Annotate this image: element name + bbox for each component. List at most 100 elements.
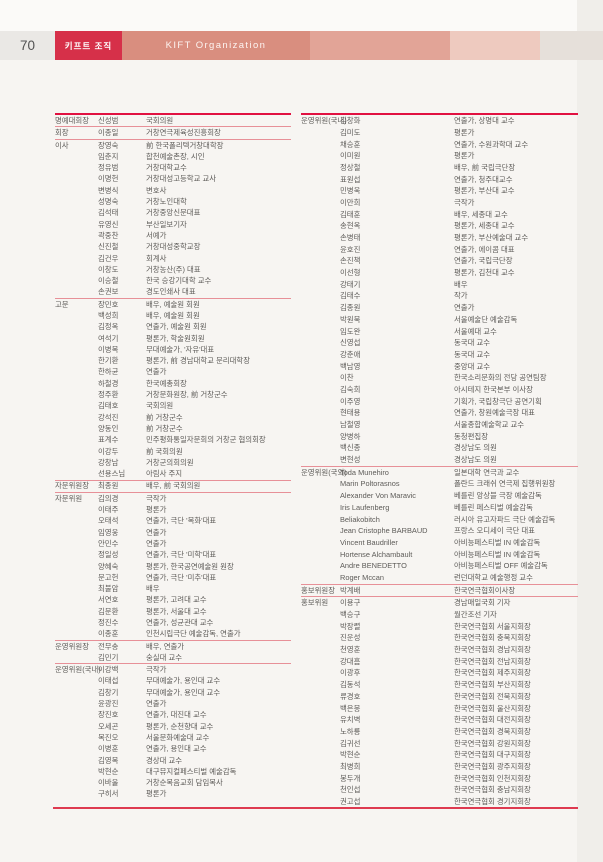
title-cell: 한국소리문화의 전당 공연팀장	[454, 373, 547, 383]
name-cell: 이용구	[340, 598, 361, 608]
table-row: 표계수 민주평화통일자문회의 거창군 협의회장	[55, 434, 291, 445]
table-row: 손권보 경도인쇄사 대표	[55, 286, 291, 297]
title-cell: 아림사 주지	[146, 469, 183, 479]
name-cell: 김영복	[98, 755, 119, 765]
name-cell: 백신종	[340, 443, 361, 453]
title-cell: 평론가, 부산대 교수	[454, 186, 515, 196]
table-row: 홍보위원장 박계배 한국연극협회이사장	[301, 585, 578, 597]
title-cell: 합천예술촌장, 시인	[146, 151, 205, 161]
table-row: 변현성 경상남도 의원	[301, 454, 578, 466]
table-row: 강춘애 동국대 교수	[301, 349, 578, 361]
table-row: 이만희 극작가	[301, 197, 578, 209]
org-section: 고문 장민호 배우, 예술원 회원 백성희 배우, 예술원 회원 김정옥 연출가, 예술원 …	[55, 299, 291, 481]
name-cell: 임도완	[340, 326, 361, 336]
table-row: Roger Mccan 런던대학교 예술행정 교수	[301, 572, 578, 584]
name-cell: 현태용	[340, 408, 361, 418]
name-cell: 손진책	[340, 256, 361, 266]
table-row: 이명헌 거창대성고등학교 교사	[55, 173, 291, 184]
name-cell: 백은몽	[340, 703, 361, 713]
scan-gutter	[577, 0, 603, 862]
table-row: 백신종 경상남도 의원	[301, 442, 578, 454]
org-table-left-column: 명예대회장 신성범 국회의원 회장 이종일 거창연극제육성진흥회장 이사 장영숙 前 한국폴리텍…	[55, 113, 291, 800]
table-row: 김미도 평론가	[301, 127, 578, 139]
name-cell: Alexander Von Maravic	[340, 491, 416, 501]
table-row: 홍보위원 이용구 경남매일국회 기자	[301, 597, 578, 609]
title-cell: 서울예대 교수	[454, 326, 497, 336]
title-cell: 동국대 교수	[454, 338, 491, 348]
title-cell: 경도인쇄사 대표	[146, 287, 196, 297]
table-row: 채승훈 연출가, 수원과학대 교수	[301, 138, 578, 150]
table-row: 박장렬 한국연극협회 서울지회장	[301, 621, 578, 633]
title-cell: 한국연극협회이사장	[454, 585, 516, 595]
table-row: 여석기 평론가, 학술원회원	[55, 333, 291, 344]
title-cell: 서울종합예술학교 교수	[454, 420, 525, 430]
name-cell: 강태기	[340, 279, 361, 289]
table-row: 이태섭 무대예술가, 용인대 교수	[55, 676, 291, 687]
table-row: 김종원 연출가	[301, 302, 578, 314]
name-cell: 김미도	[340, 127, 361, 137]
table-row: 오태석 연출가, 극단 '목화'대표	[55, 515, 291, 526]
table-row: 백승구 월간조선 기자	[301, 609, 578, 621]
name-cell: 이태주	[98, 505, 119, 515]
table-row: 권고섭 한국연극협회 경기지회장	[301, 796, 578, 808]
name-cell: 김태수	[340, 291, 361, 301]
section-tab-korean: 키프트 조직	[55, 31, 122, 60]
table-row: 이강두 前 국회의원	[55, 446, 291, 457]
table-row: 하철경 한국예총회장	[55, 378, 291, 389]
name-cell: 이명헌	[98, 174, 119, 184]
title-cell: 연출가, 상명대 교수	[454, 116, 515, 126]
title-cell: 연출가, 국립극단장	[454, 256, 513, 266]
name-cell: 민병욱	[340, 186, 361, 196]
org-section: 운영위원(국내) 김창화 연출가, 상명대 교수 김미도 평론가 채승훈 연출가, 수원과학…	[301, 115, 578, 467]
table-row: 서연호 평론가, 고려대 교수	[55, 594, 291, 605]
name-cell: 김귀선	[340, 738, 361, 748]
title-cell: 한국예총회장	[146, 378, 187, 388]
name-cell: 강대흠	[340, 656, 361, 666]
title-cell: 거창군의회의원	[146, 457, 194, 467]
title-cell: 평론가, 서울대 교수	[146, 606, 207, 616]
org-section: 운영위원(국외) Toda Munehiro 일본대학 연극과 교수 Marin Po…	[301, 467, 578, 585]
title-cell: 연출가, 창원예술극장 대표	[454, 408, 535, 418]
role-cell: 회장	[55, 128, 69, 138]
name-cell: 김석태	[98, 208, 119, 218]
header-band-segment	[310, 31, 450, 60]
table-row: Andre BENEDETTO 아비뇽페스티벌 OFF 예술감독	[301, 560, 578, 572]
name-cell: 임영웅	[98, 527, 119, 537]
name-cell: 백승구	[340, 610, 361, 620]
title-cell: 작가	[454, 291, 468, 301]
title-cell: 평론가	[454, 151, 475, 161]
title-cell: 거창순복음교회 담임목사	[146, 778, 223, 788]
name-cell: 정진수	[98, 618, 119, 627]
title-cell: 동국대 교수	[454, 349, 491, 359]
name-cell: 이찬	[340, 373, 354, 383]
title-cell: 한국연극협회 서울지회장	[454, 621, 531, 631]
title-cell: 극작가	[146, 665, 167, 675]
title-cell: 연출가	[454, 303, 475, 313]
title-cell: 한국연극협회 전남지회장	[454, 656, 531, 666]
name-cell: 류경호	[340, 691, 361, 701]
org-section: 운영위원(국내) 이강백 극작가 이태섭 무대예술가, 용인대 교수 김창기 무대예술가, …	[55, 664, 291, 800]
name-cell: 한하균	[98, 367, 119, 377]
role-cell: 자문위원장	[55, 481, 89, 491]
title-cell: 무대예술가, '자유'대표	[146, 344, 215, 354]
table-row: 변병식 변호사	[55, 185, 291, 196]
title-cell: 거창농산(주) 대표	[146, 264, 201, 274]
title-cell: 민주평화통일자문회의 거창군 협의회장	[146, 435, 266, 445]
name-cell: 강창남	[98, 457, 119, 467]
title-cell: 경남매일국회 기자	[454, 598, 511, 608]
title-cell: 한국연극협회 강원지회장	[454, 738, 531, 748]
table-row: 박현순 대구뮤지컬페스티벌 예술감독	[55, 766, 291, 777]
title-cell: 거창대성중학교장	[146, 242, 201, 252]
name-cell: Iris Laufenberg	[340, 502, 390, 512]
title-cell: 아비뇽페스티벌 OFF 예술감독	[454, 561, 548, 571]
table-row: Alexander Von Maravic 베를린 앙상블 극장 예술감독	[301, 490, 578, 502]
table-row: 천영훈 한국연극협회 경남지회장	[301, 644, 578, 656]
table-row: 김영복 경상대 교수	[55, 755, 291, 766]
table-row: 김창기 무대예술가, 용인대 교수	[55, 687, 291, 698]
name-cell: Vincent Baudriller	[340, 537, 398, 547]
name-cell: 송현옥	[340, 221, 361, 231]
table-row: 신영섭 동국대 교수	[301, 337, 578, 349]
title-cell: 연출가, 수원과학대 교수	[454, 139, 529, 149]
table-row: 유치벽 한국연극협회 대전지회장	[301, 714, 578, 726]
name-cell: 이병복	[98, 344, 119, 354]
